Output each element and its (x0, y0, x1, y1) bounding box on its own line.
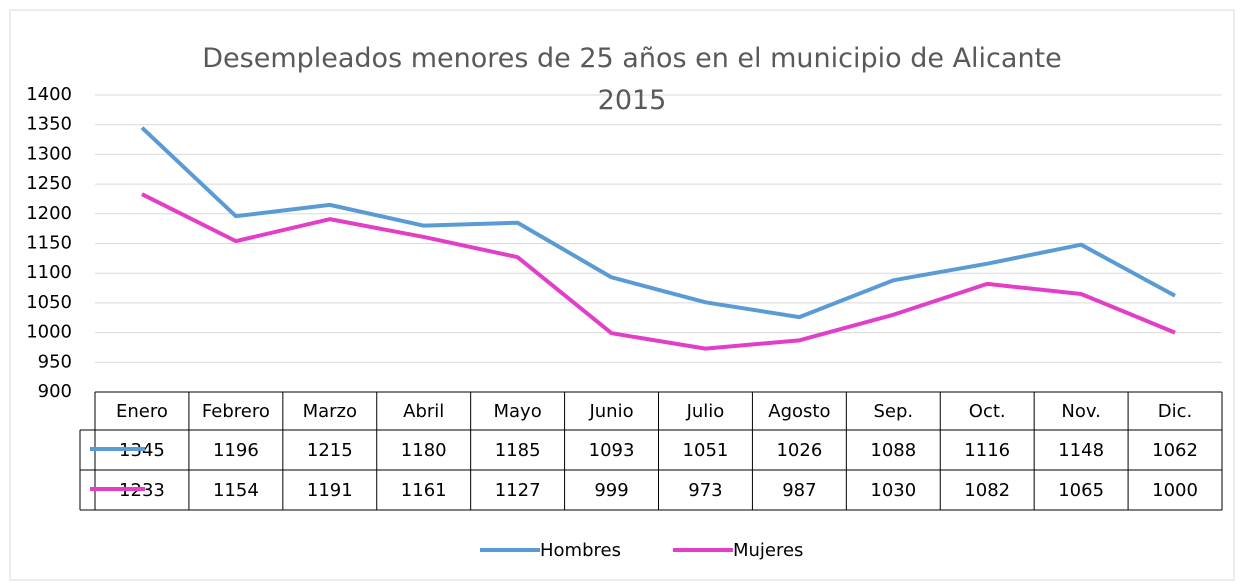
table-value: 1180 (401, 440, 447, 461)
category-label: Febrero (202, 401, 270, 422)
table-value: 1082 (964, 480, 1010, 501)
table-value: 999 (594, 480, 628, 501)
table-value: 1127 (495, 480, 541, 501)
table-value: 1051 (683, 440, 729, 461)
category-label: Abril (403, 401, 444, 422)
y-tick-label: 1100 (26, 262, 72, 283)
y-tick-label: 1300 (26, 143, 72, 164)
table-value: 1191 (307, 480, 353, 501)
category-label: Enero (116, 401, 168, 422)
table-value: 1000 (1152, 480, 1198, 501)
category-label: Mayo (494, 401, 542, 422)
table-value: 1116 (964, 440, 1010, 461)
table-value: 1185 (495, 440, 541, 461)
table-value: 1030 (870, 480, 916, 501)
y-tick-label: 1250 (26, 173, 72, 194)
table-value: 1154 (213, 480, 259, 501)
legend-label: Hombres (540, 540, 621, 561)
table-value: 973 (688, 480, 722, 501)
y-tick-label: 950 (38, 351, 72, 372)
category-label: Dic. (1158, 401, 1192, 422)
table-value: 1088 (870, 440, 916, 461)
category-label: Agosto (768, 401, 830, 422)
table-value: 1093 (589, 440, 635, 461)
y-tick-label: 1000 (26, 322, 72, 343)
y-tick-label: 1200 (26, 203, 72, 224)
table-value: 1062 (1152, 440, 1198, 461)
table-value: 987 (782, 480, 816, 501)
category-label: Oct. (969, 401, 1006, 422)
table-value: 1148 (1058, 440, 1104, 461)
y-tick-label: 1150 (26, 233, 72, 254)
series-line (141, 192, 1176, 351)
category-label: Junio (588, 401, 633, 422)
y-tick-label: 1050 (26, 292, 72, 313)
series-line (140, 126, 1176, 320)
chart-title: Desempleados menores de 25 años en el mu… (202, 43, 1062, 116)
table-value: 1215 (307, 440, 353, 461)
table-value: 1026 (776, 440, 822, 461)
chart-frame (9, 9, 1235, 581)
category-label: Nov. (1061, 401, 1100, 422)
y-tick-label: 1350 (26, 114, 72, 135)
legend-label: Mujeres (733, 540, 803, 561)
category-label: Julio (686, 401, 725, 422)
table-value: 1065 (1058, 480, 1104, 501)
category-label: Sep. (873, 401, 913, 422)
table-value: 1161 (401, 480, 447, 501)
y-tick-label: 900 (38, 381, 72, 402)
table-value: 1196 (213, 440, 259, 461)
category-label: Marzo (303, 401, 357, 422)
y-tick-label: 1400 (26, 84, 72, 105)
